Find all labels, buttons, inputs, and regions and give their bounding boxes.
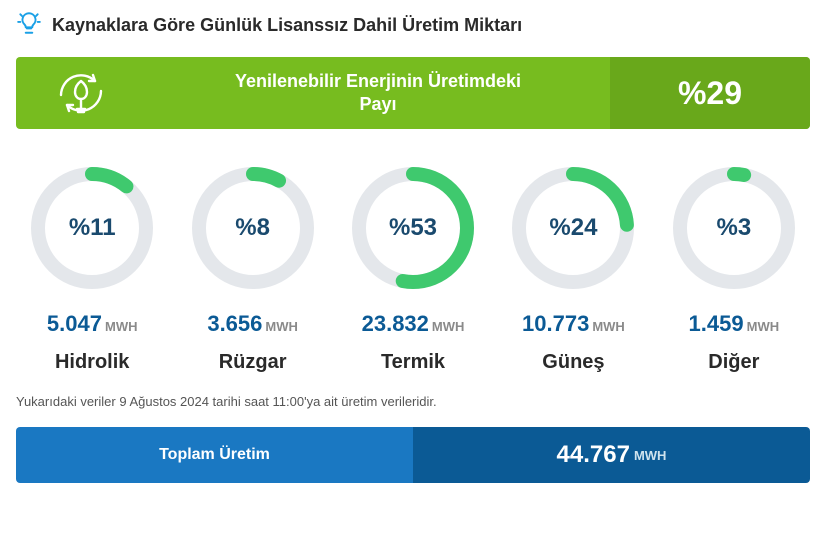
donut-percent: %24 [508,163,638,293]
source-unit: MWH [265,319,298,334]
donut-chart: %11 [27,163,157,293]
page-header: Kaynaklara Göre Günlük Lisanssız Dahil Ü… [16,10,810,41]
source-value: 3.656 [207,311,262,337]
donut-chart: %3 [669,163,799,293]
renewable-label-line1: Yenilenebilir Enerjinin Üretimdeki [235,71,521,91]
lightbulb-icon [16,10,42,41]
donut-row: %11 5.047 MWH Hidrolik %8 3.656 MWH Rüzg… [16,163,810,374]
source-cell: %53 23.832 MWH Termik [337,163,489,374]
source-label: Güneş [542,351,604,374]
donut-percent: %11 [27,163,157,293]
source-label: Hidrolik [55,351,129,374]
source-value-row: 5.047 MWH [47,311,138,337]
total-value: 44.767 [557,441,630,469]
renewable-percentage: %29 [610,57,810,129]
donut-percent: %3 [669,163,799,293]
source-cell: %3 1.459 MWH Diğer [658,163,810,374]
source-cell: %8 3.656 MWH Rüzgar [176,163,328,374]
total-label: Toplam Üretim [16,427,413,483]
source-value: 1.459 [689,311,744,337]
renewable-banner: Yenilenebilir Enerjinin Üretimdeki Payı … [16,57,810,129]
source-unit: MWH [105,319,138,334]
renewable-icon [16,63,146,123]
source-value-row: 10.773 MWH [522,311,625,337]
source-unit: MWH [592,319,625,334]
donut-chart: %8 [188,163,318,293]
footnote: Yukarıdaki veriler 9 Ağustos 2024 tarihi… [16,394,810,409]
source-unit: MWH [747,319,780,334]
source-unit: MWH [432,319,465,334]
source-label: Termik [381,351,445,374]
source-cell: %11 5.047 MWH Hidrolik [16,163,168,374]
source-value: 5.047 [47,311,102,337]
total-bar: Toplam Üretim 44.767 MWH [16,427,810,483]
renewable-label-line2: Payı [359,94,396,114]
source-label: Rüzgar [219,351,287,374]
donut-percent: %53 [348,163,478,293]
donut-chart: %24 [508,163,638,293]
total-unit: MWH [634,448,667,463]
source-value-row: 1.459 MWH [689,311,780,337]
donut-percent: %8 [188,163,318,293]
source-label: Diğer [708,351,759,374]
source-value-row: 23.832 MWH [362,311,465,337]
total-value-wrap: 44.767 MWH [413,427,810,483]
source-value-row: 3.656 MWH [207,311,298,337]
source-value: 23.832 [362,311,429,337]
donut-chart: %53 [348,163,478,293]
renewable-label: Yenilenebilir Enerjinin Üretimdeki Payı [146,70,610,117]
source-value: 10.773 [522,311,589,337]
page-title: Kaynaklara Göre Günlük Lisanssız Dahil Ü… [52,15,522,36]
source-cell: %24 10.773 MWH Güneş [497,163,649,374]
